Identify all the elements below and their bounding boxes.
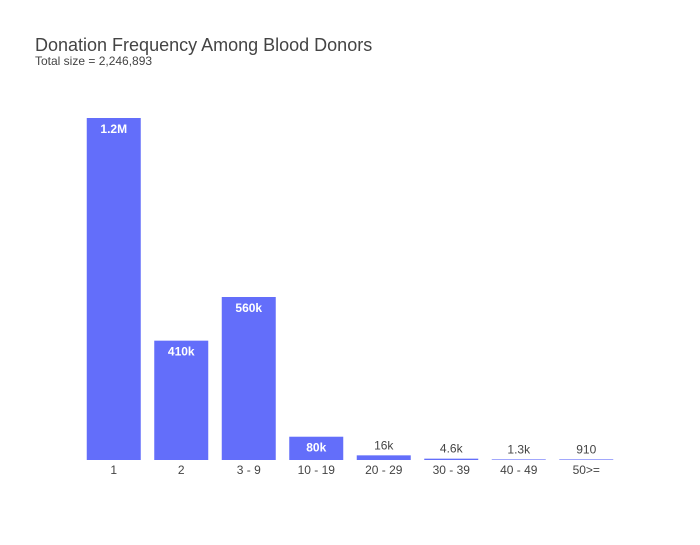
bar-0[interactable] xyxy=(86,117,141,460)
bar-1[interactable] xyxy=(154,340,209,460)
x-tick-label-6: 40 - 49 xyxy=(500,463,538,477)
x-tick-label-0: 1 xyxy=(110,463,117,477)
data-label-3: 80k xyxy=(306,441,326,455)
data-label-1: 410k xyxy=(168,345,195,359)
data-label-5: 4.6k xyxy=(440,442,464,456)
x-tick-label-3: 10 - 19 xyxy=(298,463,336,477)
data-label-2: 560k xyxy=(235,301,262,315)
data-label-6: 1.3k xyxy=(507,442,531,456)
bar-7[interactable] xyxy=(559,459,614,460)
bar-4[interactable] xyxy=(356,455,411,460)
bar-2[interactable] xyxy=(221,297,276,460)
x-tick-label-2: 3 - 9 xyxy=(237,463,261,477)
data-label-0: 1.2M xyxy=(100,122,127,136)
x-tick-label-7: 50>= xyxy=(573,463,600,477)
plot-area: 1.2M 1 410k 2 560k 3 - 9 80k 10 - 19 16k 20 - 29 4… xyxy=(86,117,614,477)
bar-6[interactable] xyxy=(491,459,546,460)
x-tick-label-5: 30 - 39 xyxy=(433,463,471,477)
data-label-7: 910 xyxy=(576,442,596,456)
bar-3[interactable] xyxy=(289,436,344,460)
x-tick-label-1: 2 xyxy=(178,463,185,477)
chart-subtitle: Total size = 2,246,893 xyxy=(35,54,152,68)
data-label-4: 16k xyxy=(374,438,394,452)
x-tick-label-4: 20 - 29 xyxy=(365,463,403,477)
bar-5[interactable] xyxy=(424,458,479,460)
chart-title: Donation Frequency Among Blood Donors xyxy=(35,35,372,55)
